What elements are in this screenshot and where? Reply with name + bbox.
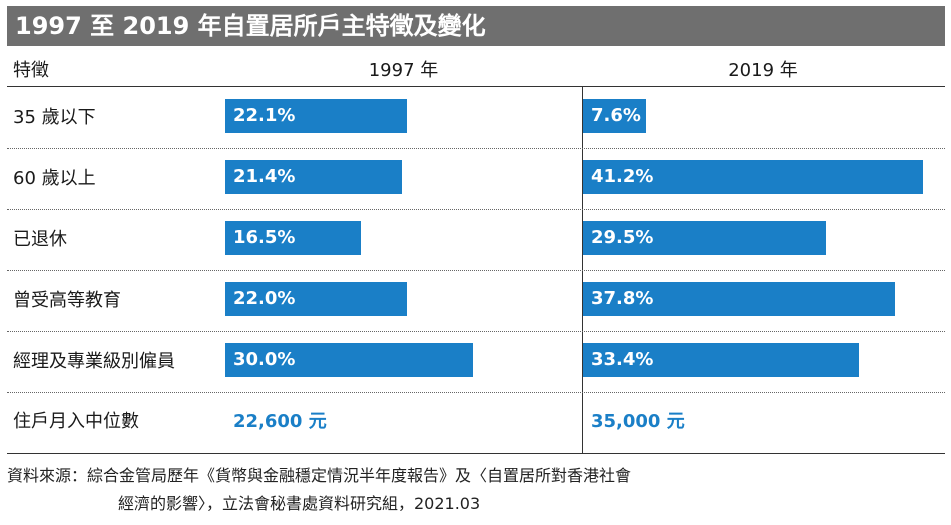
row-divider — [7, 209, 945, 210]
bar-value-label: 30.0% — [233, 349, 296, 370]
income-row: 住戶月入中位數 22,600 元 35,000 元 — [0, 391, 951, 452]
chart-row: 曾受高等教育 22.0% 37.8% — [0, 270, 951, 331]
bar-1997: 22.0% — [225, 282, 407, 316]
bar-value-label: 29.5% — [591, 227, 654, 248]
bar-2019: 7.6% — [583, 99, 646, 133]
chart-row: 35 歲以下 22.1% 7.6% — [0, 87, 951, 148]
bar-value-label: 22.0% — [233, 288, 296, 309]
bar-value-label: 7.6% — [591, 105, 641, 126]
bar-2019: 29.5% — [583, 221, 826, 255]
footer-divider — [7, 453, 945, 454]
category-label: 35 歲以下 — [13, 107, 96, 128]
category-label: 60 歲以上 — [13, 168, 96, 189]
category-label: 已退休 — [13, 229, 67, 250]
bar-2019: 41.2% — [583, 160, 923, 194]
chart-row: 已退休 16.5% 29.5% — [0, 209, 951, 270]
bar-value-label: 41.2% — [591, 166, 654, 187]
row-divider — [7, 148, 945, 149]
header-2019-column: 2019 年 — [728, 60, 798, 81]
income-value-1997: 22,600 元 — [233, 411, 327, 432]
bar-value-label: 37.8% — [591, 288, 654, 309]
bar-2019: 33.4% — [583, 343, 859, 377]
source-note: 資料來源：綜合金管局歷年《貨幣與金融穩定情況半年度報告》及〈自置居所對香港社會 … — [7, 462, 631, 518]
bar-1997: 30.0% — [225, 343, 473, 377]
category-label: 經理及專業級別僱員 — [13, 351, 175, 372]
chart-title: 1997 至 2019 年自置居所戶主特徵及變化 — [7, 6, 945, 46]
source-line-1: 資料來源：綜合金管局歷年《貨幣與金融穩定情況半年度報告》及〈自置居所對香港社會 — [7, 466, 632, 485]
category-label: 曾受高等教育 — [13, 290, 121, 311]
row-divider — [7, 331, 945, 332]
bar-1997: 16.5% — [225, 221, 361, 255]
bar-value-label: 16.5% — [233, 227, 296, 248]
header-1997-column: 1997 年 — [368, 60, 439, 81]
bar-value-label: 22.1% — [233, 105, 296, 126]
bar-2019: 37.8% — [583, 282, 895, 316]
income-row-label: 住戶月入中位數 — [13, 411, 139, 432]
chart-row: 經理及專業級別僱員 30.0% 33.4% — [0, 331, 951, 392]
bar-value-label: 33.4% — [591, 349, 654, 370]
header-label-column: 特徵 — [13, 60, 49, 81]
row-divider — [7, 392, 945, 393]
row-divider — [7, 270, 945, 271]
chart-row: 60 歲以上 21.4% 41.2% — [0, 148, 951, 209]
income-value-2019: 35,000 元 — [591, 411, 685, 432]
source-line-2: 經濟的影響〉，立法會秘書處資料研究組，2021.03 — [118, 494, 481, 513]
bar-1997: 21.4% — [225, 160, 402, 194]
bar-1997: 22.1% — [225, 99, 407, 133]
header-divider — [7, 86, 945, 87]
bar-value-label: 21.4% — [233, 166, 296, 187]
